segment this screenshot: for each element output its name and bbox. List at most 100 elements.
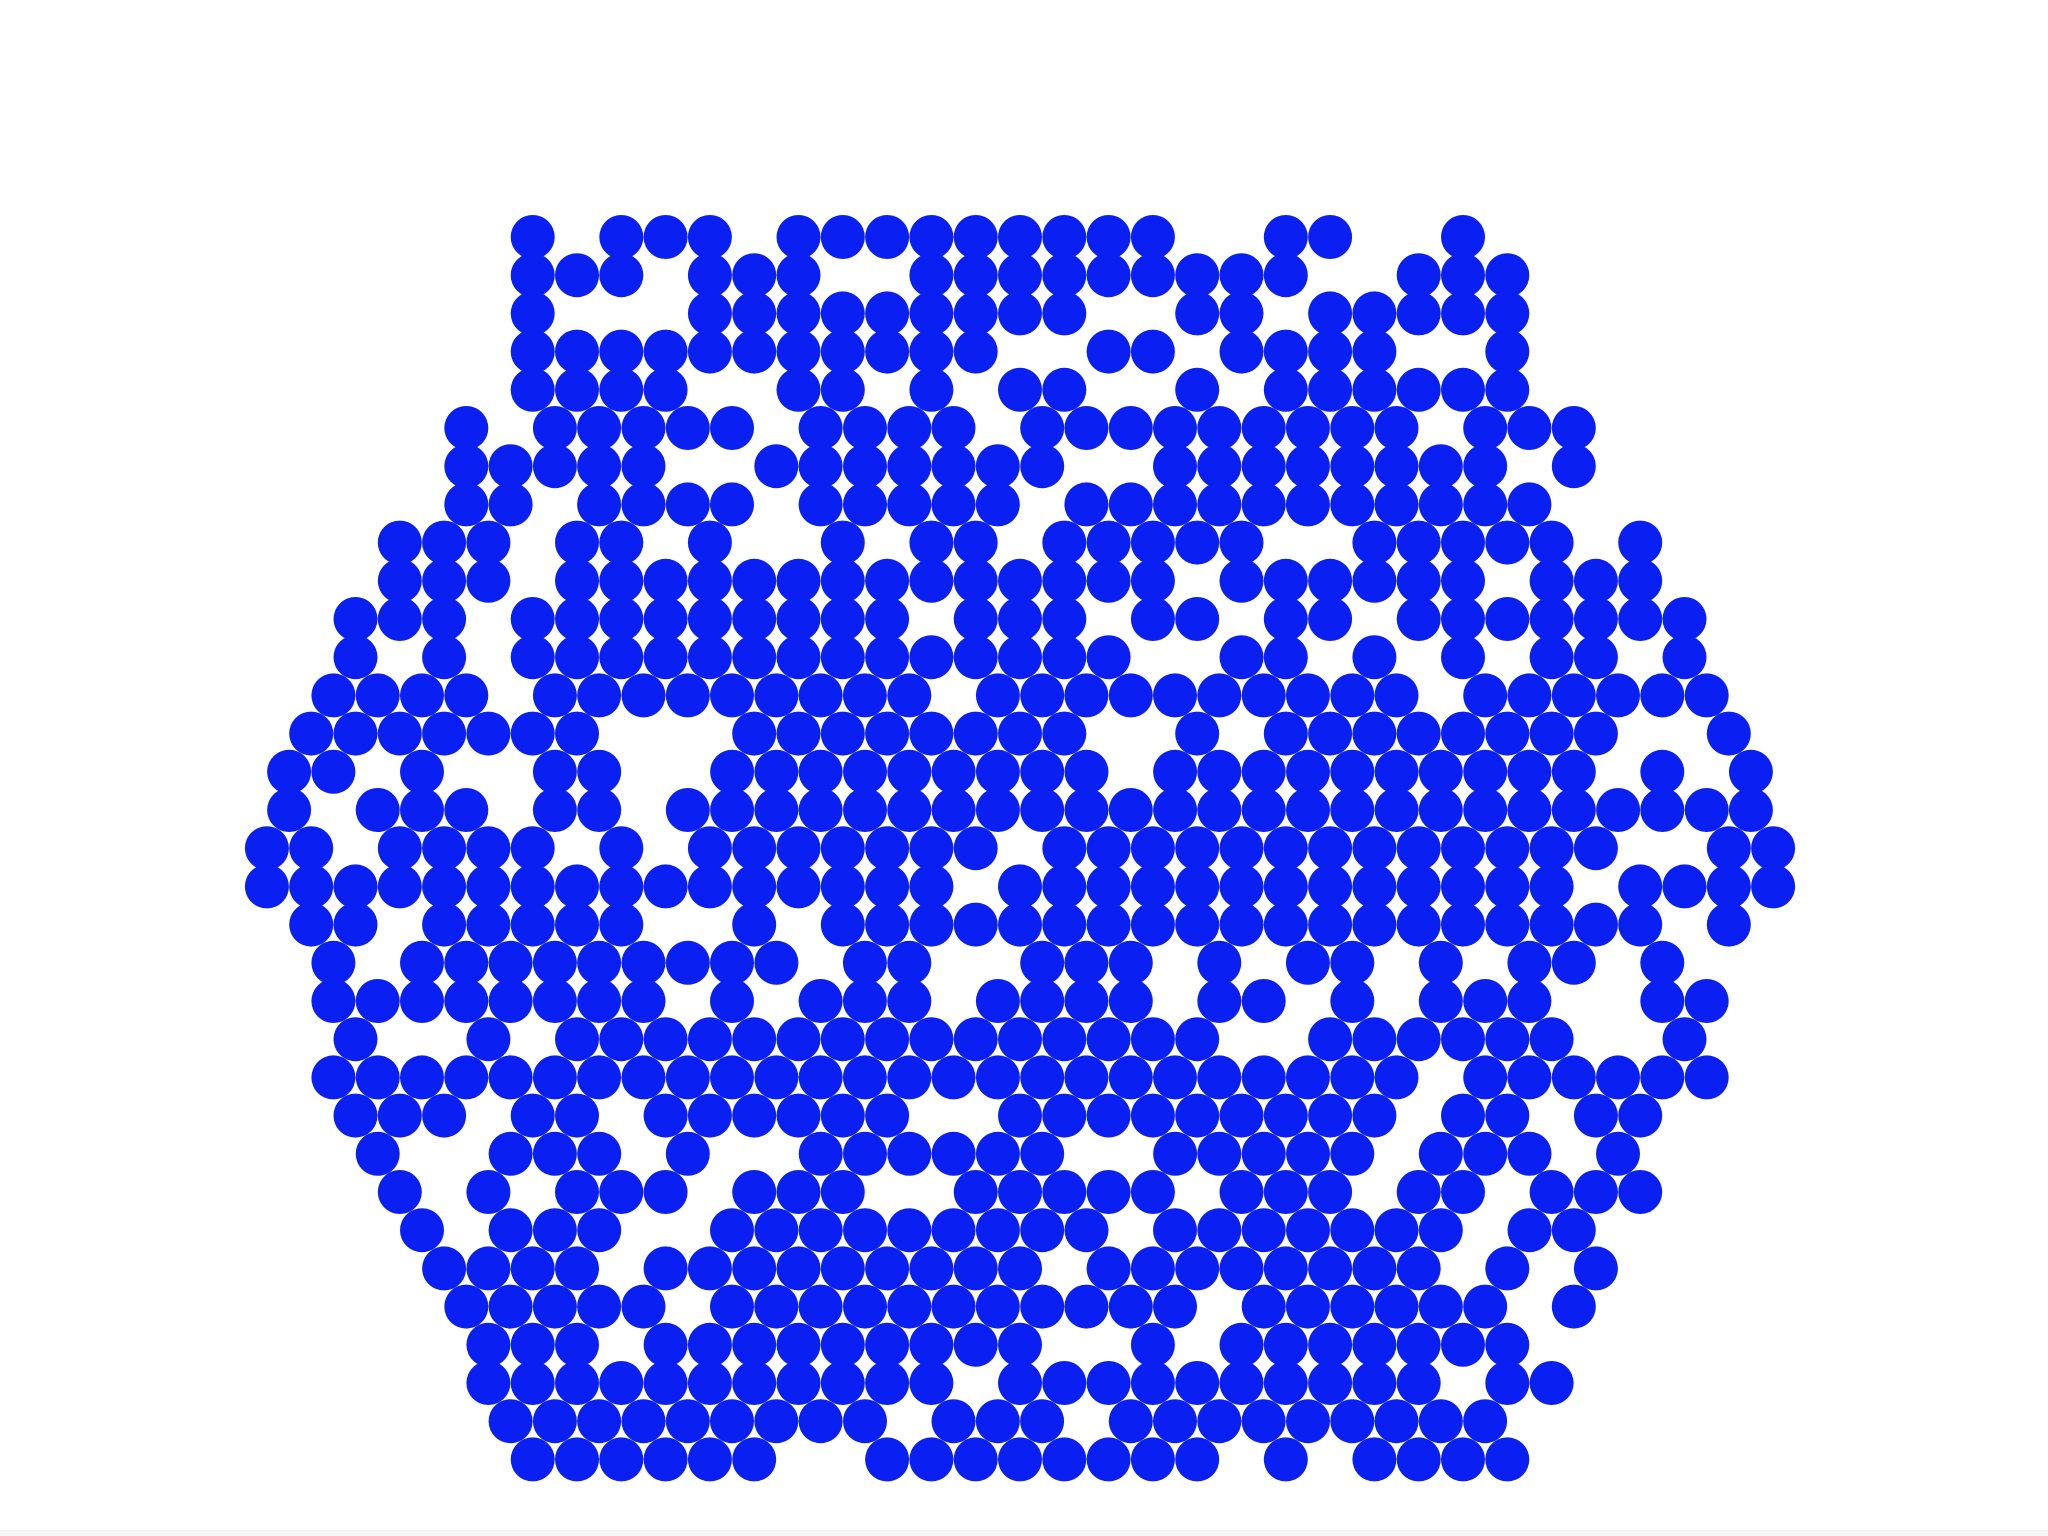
hex-cell-occupied[interactable] [1662,635,1707,680]
hex-cell-occupied[interactable] [1197,749,1242,794]
hex-cell-occupied[interactable] [444,1055,489,1100]
hex-cell-occupied[interactable] [510,253,555,298]
hex-cell-occupied[interactable] [643,1437,688,1482]
hex-cell-occupied[interactable] [1396,826,1441,871]
hex-cell-occupied[interactable] [931,444,976,489]
hex-cell-occupied[interactable] [466,1361,511,1405]
hex-cell-occupied[interactable] [577,406,622,450]
hex-cell-occupied[interactable] [333,1017,378,1062]
hex-cell-occupied[interactable] [555,1361,599,1405]
hex-cell-occupied[interactable] [1507,406,1552,450]
hex-cell-occupied[interactable] [843,1131,887,1176]
hex-cell-occupied[interactable] [887,444,932,489]
hex-cell-occupied[interactable] [1064,940,1109,985]
hex-cell-occupied[interactable] [1441,367,1485,412]
hex-cell-occupied[interactable] [1263,711,1308,756]
hex-cell-occupied[interactable] [1529,597,1574,641]
hex-cell-occupied[interactable] [1219,558,1264,603]
hex-cell-occupied[interactable] [1086,215,1131,259]
hex-cell-occupied[interactable] [1263,1170,1308,1214]
hex-cell-occupied[interactable] [1352,1437,1397,1482]
hex-cell-occupied[interactable] [1529,902,1574,947]
hex-cell-occupied[interactable] [1130,1246,1175,1291]
hex-cell-occupied[interactable] [1640,1055,1685,1100]
hex-cell-occupied[interactable] [1551,1284,1596,1329]
hex-cell-occupied[interactable] [998,1361,1042,1405]
hex-cell-occupied[interactable] [1086,1170,1131,1214]
hex-cell-occupied[interactable] [1441,1017,1485,1062]
hex-cell-occupied[interactable] [998,711,1042,756]
hex-cell-occupied[interactable] [1507,673,1552,718]
hex-cell-occupied[interactable] [1086,864,1131,909]
hex-cell-occupied[interactable] [1551,940,1596,985]
hex-cell-occupied[interactable] [555,329,599,374]
hex-cell-occupied[interactable] [975,1284,1020,1329]
hex-cell-occupied[interactable] [687,1246,732,1291]
hex-cell-occupied[interactable] [1042,597,1087,641]
hex-cell-occupied[interactable] [1463,1284,1508,1329]
hex-cell-occupied[interactable] [1640,749,1685,794]
hex-cell-occupied[interactable] [1396,1437,1441,1482]
hex-cell-occupied[interactable] [1330,749,1375,794]
hex-cell-occupied[interactable] [1507,1208,1552,1253]
hex-cell-occupied[interactable] [1551,1055,1596,1100]
hex-cell-occupied[interactable] [1020,1055,1065,1100]
hex-cell-occupied[interactable] [953,1017,998,1062]
hex-cell-occupied[interactable] [1418,444,1463,489]
hex-cell-occupied[interactable] [1330,979,1375,1023]
hex-cell-occupied[interactable] [1596,1055,1640,1100]
hex-cell-occupied[interactable] [1396,597,1441,641]
hex-cell-occupied[interactable] [621,482,666,527]
hex-cell-occupied[interactable] [1485,1017,1530,1062]
hex-cell-occupied[interactable] [1308,1246,1353,1291]
hex-cell-occupied[interactable] [665,788,710,832]
hex-cell-occupied[interactable] [843,406,887,450]
hex-cell-occupied[interactable] [1308,864,1353,909]
hex-cell-occupied[interactable] [732,597,777,641]
hex-cell-occupied[interactable] [466,864,511,909]
hex-cell-occupied[interactable] [1352,558,1397,603]
hex-cell-occupied[interactable] [532,1284,577,1329]
hex-cell-occupied[interactable] [1285,406,1330,450]
hex-cell-occupied[interactable] [998,1246,1042,1291]
hex-cell-occupied[interactable] [289,902,334,947]
hex-cell-occupied[interactable] [710,482,754,527]
hex-cell-occupied[interactable] [1352,711,1397,756]
hex-cell-occupied[interactable] [820,558,865,603]
hex-cell-occupied[interactable] [975,673,1020,718]
hex-cell-occupied[interactable] [422,1093,467,1138]
hex-cell-occupied[interactable] [820,597,865,641]
hex-cell-occupied[interactable] [842,979,887,1023]
hex-cell-occupied[interactable] [1241,406,1286,450]
hex-cell-occupied[interactable] [1130,864,1175,909]
hex-cell-occupied[interactable] [1374,482,1419,527]
hex-cell-occupied[interactable] [1108,979,1153,1023]
hex-cell-occupied[interactable] [1064,979,1109,1023]
hex-cell-occupied[interactable] [1441,1170,1485,1214]
hex-cell-occupied[interactable] [843,1284,887,1329]
hex-cell-occupied[interactable] [1020,1131,1065,1176]
hex-cell-occupied[interactable] [1241,1131,1286,1176]
hex-cell-occupied[interactable] [1529,711,1574,756]
hex-cell-occupied[interactable] [953,215,998,259]
hex-cell-occupied[interactable] [998,558,1042,603]
hex-cell-occupied[interactable] [1573,711,1618,756]
hex-cell-occupied[interactable] [931,1131,976,1176]
hex-cell-occupied[interactable] [599,367,644,412]
hex-cell-occupied[interactable] [998,1017,1042,1062]
hex-cell-occupied[interactable] [953,520,998,565]
hex-cell-occupied[interactable] [599,826,644,871]
hex-cell-occupied[interactable] [444,482,489,527]
hex-cell-occupied[interactable] [555,1017,599,1062]
hex-cell-occupied[interactable] [732,558,777,603]
hex-cell-occupied[interactable] [732,1170,777,1214]
hex-cell-occupied[interactable] [577,673,622,718]
hex-cell-occupied[interactable] [1441,291,1485,336]
hex-cell-occupied[interactable] [798,788,843,832]
hex-cell-occupied[interactable] [311,749,356,794]
hex-cell-occupied[interactable] [909,1017,954,1062]
hex-cell-occupied[interactable] [776,253,821,298]
hex-cell-occupied[interactable] [555,1093,599,1138]
hex-cell-occupied[interactable] [687,635,732,680]
hex-cell-occupied[interactable] [1485,1093,1530,1138]
